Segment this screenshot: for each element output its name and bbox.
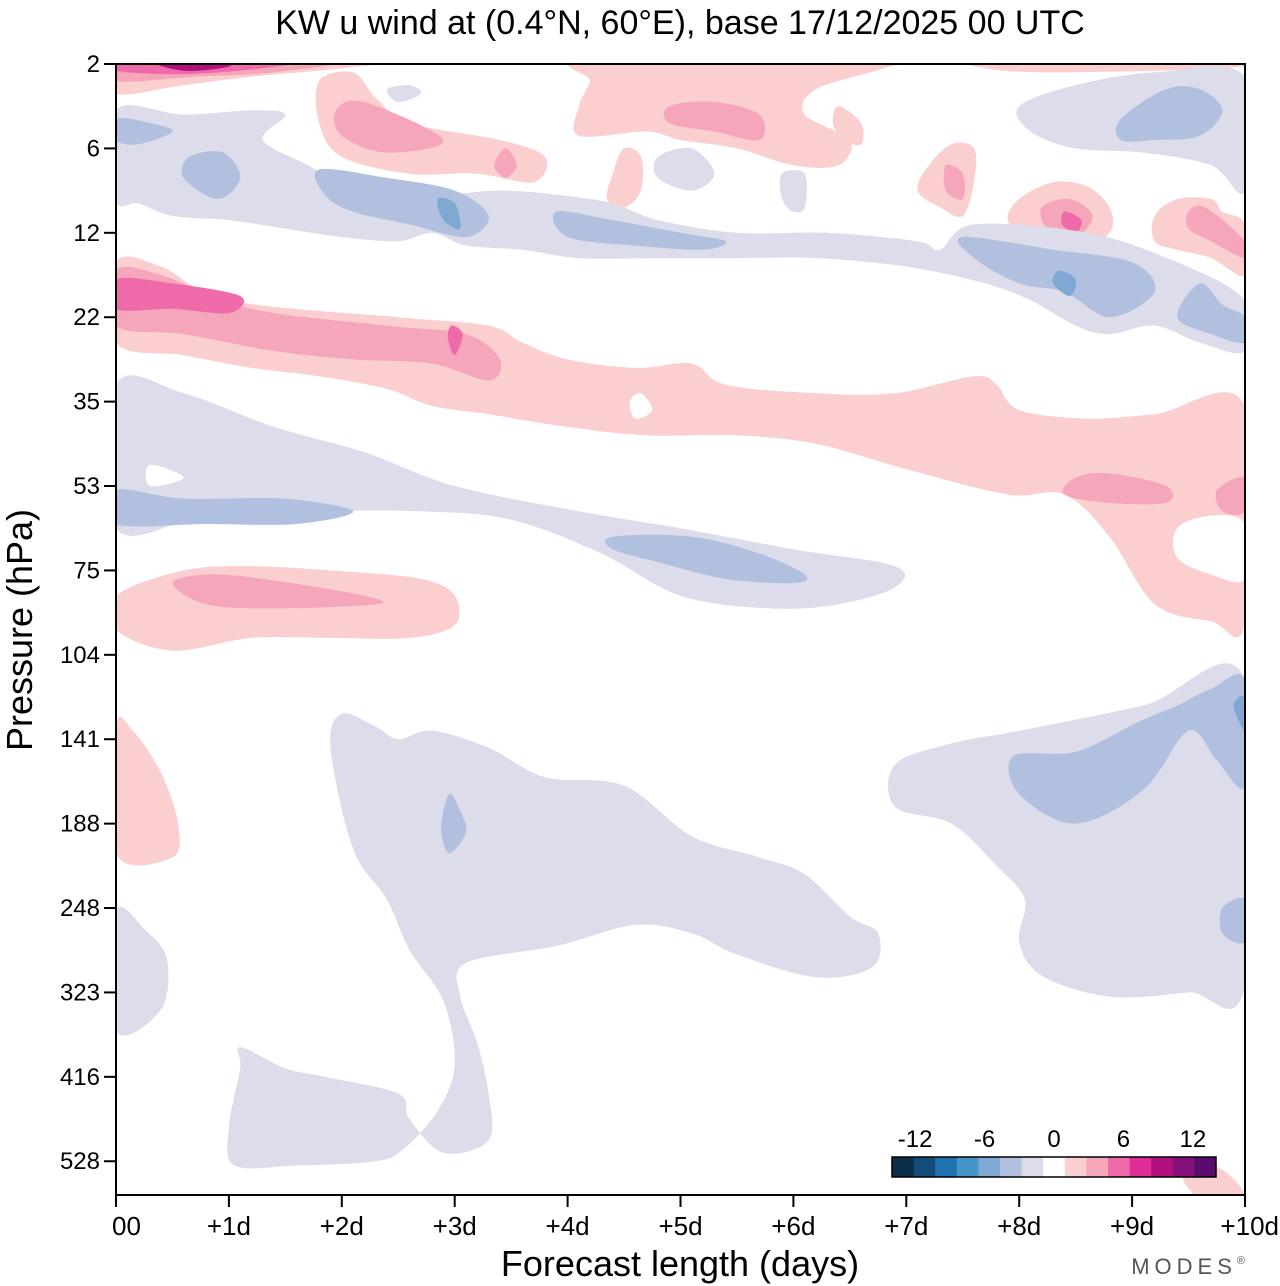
y-tick-label-528: 528 bbox=[60, 1148, 100, 1175]
colorbar-frame bbox=[891, 1156, 1217, 1178]
colorbar: -12 -6 0 6 12 bbox=[891, 1126, 1217, 1178]
x-tick-label-00: 00 bbox=[112, 1211, 141, 1241]
contour-region-neg-36 bbox=[1052, 270, 1077, 297]
contour-region-neg-30 bbox=[116, 118, 173, 145]
contour-region-white-54 bbox=[1173, 515, 1245, 583]
colorbar-swatch-3 bbox=[956, 1157, 979, 1177]
contour-region-pos-24 bbox=[1215, 476, 1245, 515]
contour-region-pos-21 bbox=[116, 277, 244, 314]
contour-region-pos-4 bbox=[315, 71, 548, 183]
colorbar-swatch-13 bbox=[1172, 1157, 1195, 1177]
contour-region-pos-22 bbox=[447, 325, 463, 356]
y-tick-label-141: 141 bbox=[60, 726, 100, 753]
contour-region-pos-13 bbox=[943, 164, 965, 200]
contour-region-neg-34 bbox=[552, 211, 727, 250]
contour-region-neg-29 bbox=[116, 105, 1245, 354]
colorbar-swatch-10 bbox=[1108, 1157, 1131, 1177]
contour-region-pos-11 bbox=[832, 106, 864, 146]
colorbar-label-6: 6 bbox=[1117, 1126, 1130, 1153]
contour-region-neg-31 bbox=[181, 151, 241, 199]
contour-region-neg-49 bbox=[1008, 674, 1245, 824]
colorbar-swatch-1 bbox=[913, 1157, 936, 1177]
contour-region-neg-33 bbox=[437, 197, 461, 230]
contour-region-white-53 bbox=[145, 464, 184, 487]
y-tick-label-248: 248 bbox=[60, 895, 100, 922]
contour-regions bbox=[116, 64, 1245, 1195]
contour-region-neg-47 bbox=[441, 793, 467, 854]
y-tick-label-416: 416 bbox=[60, 1064, 100, 1091]
contour-region-neg-46 bbox=[227, 713, 881, 1169]
contour-region-pos-5 bbox=[334, 100, 444, 153]
contour-region-pos-16 bbox=[1061, 211, 1082, 233]
y-tick-label-12: 12 bbox=[73, 220, 100, 247]
y-tick-label-6: 6 bbox=[87, 135, 100, 162]
x-axis-ticks: 00 +1d +2d +3d +4d +5d +6d +7d +8d +9d +10d bbox=[112, 1195, 1279, 1241]
y-tick-label-22: 22 bbox=[73, 304, 100, 331]
y-tick-label-104: 104 bbox=[60, 642, 100, 669]
contour-region-neg-39 bbox=[1115, 86, 1223, 142]
colorbar-swatch-11 bbox=[1129, 1157, 1152, 1177]
x-tick-label-+10d: +10d bbox=[1220, 1211, 1279, 1241]
colorbar-swatch-4 bbox=[978, 1157, 1001, 1177]
colorbar-swatch-9 bbox=[1086, 1157, 1109, 1177]
contour-region-neg-45 bbox=[604, 534, 808, 584]
colorbar-swatch-0 bbox=[892, 1157, 915, 1177]
contour-region-white-55 bbox=[629, 392, 653, 419]
x-tick-label-+6d: +6d bbox=[771, 1211, 815, 1241]
colorbar-label--12: -12 bbox=[898, 1126, 933, 1153]
y-tick-label-53: 53 bbox=[73, 473, 100, 500]
y-tick-label-323: 323 bbox=[60, 979, 100, 1006]
contour-region-pos-8 bbox=[663, 101, 766, 141]
x-tick-label-+7d: +7d bbox=[884, 1211, 928, 1241]
contour-region-pos-17 bbox=[1151, 197, 1245, 277]
colorbar-label-12: 12 bbox=[1180, 1126, 1207, 1153]
x-axis-label: Forecast length (days) bbox=[501, 1243, 859, 1284]
contour-region-pos-26 bbox=[172, 574, 384, 609]
y-axis-ticks: 2 6 12 22 35 53 75 104 141 188 248 323 416 528 bbox=[60, 51, 116, 1175]
colorbar-label--6: -6 bbox=[974, 1126, 995, 1153]
y-tick-label-188: 188 bbox=[60, 811, 100, 838]
y-tick-label-2: 2 bbox=[87, 51, 100, 78]
x-tick-label-+4d: +4d bbox=[546, 1211, 590, 1241]
x-tick-label-+5d: +5d bbox=[658, 1211, 702, 1241]
contour-region-neg-41 bbox=[653, 147, 715, 191]
colorbar-swatch-12 bbox=[1151, 1157, 1174, 1177]
chart-title: KW u wind at (0.4°N, 60°E), base 17/12/2… bbox=[275, 4, 1085, 42]
watermark-text: MODES bbox=[1131, 1254, 1237, 1279]
x-tick-label-+1d: +1d bbox=[207, 1211, 251, 1241]
contour-region-neg-40 bbox=[386, 84, 422, 103]
contour-region-neg-50 bbox=[1219, 897, 1245, 944]
contour-region-pos-6 bbox=[494, 148, 517, 178]
x-tick-label-+8d: +8d bbox=[997, 1211, 1041, 1241]
contour-region-neg-44 bbox=[116, 489, 354, 527]
y-tick-label-75: 75 bbox=[73, 557, 100, 584]
contour-region-neg-42 bbox=[779, 170, 807, 213]
contour-region-pos-27 bbox=[116, 716, 180, 866]
watermark: MODES® bbox=[1131, 1254, 1250, 1279]
y-axis-label: Pressure (hPa) bbox=[0, 509, 40, 751]
contour-region-pos-3 bbox=[155, 64, 232, 72]
colorbar-swatch-8 bbox=[1064, 1157, 1087, 1177]
watermark-mark: ® bbox=[1237, 1255, 1250, 1267]
y-tick-label-35: 35 bbox=[73, 389, 100, 416]
colorbar-label-0: 0 bbox=[1047, 1126, 1060, 1153]
contour-region-neg-51 bbox=[1233, 695, 1245, 731]
contour-region-neg-52 bbox=[116, 906, 169, 1036]
colorbar-swatch-6 bbox=[1021, 1157, 1044, 1177]
contour-region-pos-9 bbox=[965, 64, 1245, 73]
colorbar-swatch-7 bbox=[1043, 1157, 1066, 1177]
contour-region-pos-23 bbox=[1062, 472, 1174, 505]
x-tick-label-+2d: +2d bbox=[320, 1211, 364, 1241]
x-tick-label-+9d: +9d bbox=[1110, 1211, 1154, 1241]
colorbar-swatch-5 bbox=[1000, 1157, 1023, 1177]
contour-region-pos-18 bbox=[1186, 205, 1245, 259]
colorbar-swatch-14 bbox=[1194, 1157, 1217, 1177]
x-tick-label-+3d: +3d bbox=[433, 1211, 477, 1241]
contour-region-pos-10 bbox=[606, 147, 644, 208]
contour-region-neg-37 bbox=[1177, 283, 1245, 344]
colorbar-swatch-2 bbox=[935, 1157, 958, 1177]
contour-region-pos-20 bbox=[116, 266, 502, 381]
